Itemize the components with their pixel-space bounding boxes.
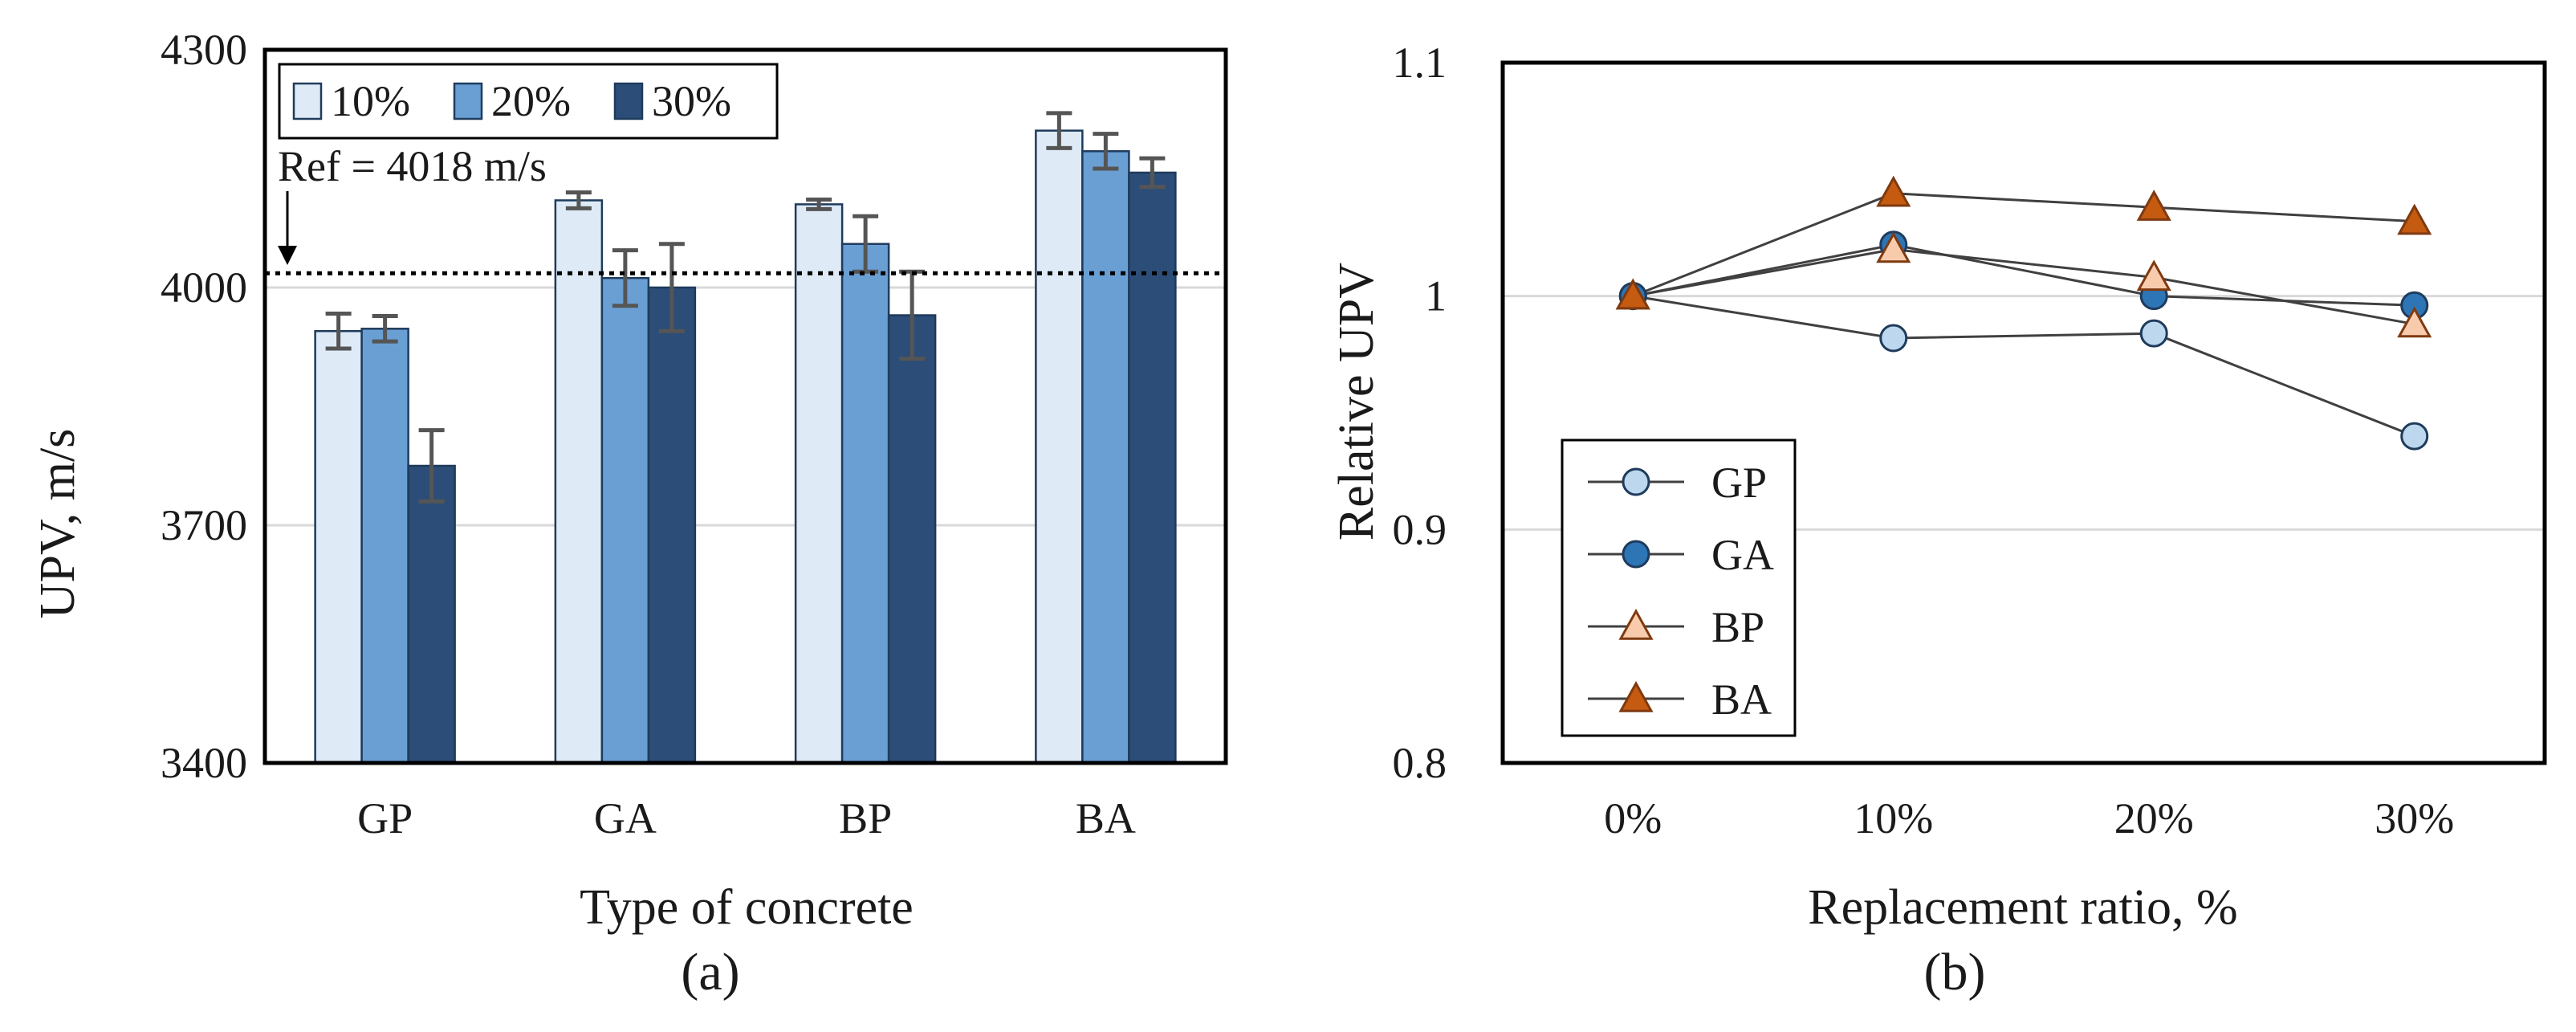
error-bar bbox=[612, 248, 638, 308]
bar-gp-30pct bbox=[407, 464, 456, 765]
error-bar bbox=[1093, 132, 1119, 171]
y-tick-label: 3700 bbox=[161, 501, 247, 549]
point-gp bbox=[2400, 422, 2429, 451]
legend-label: BA bbox=[1711, 675, 1772, 724]
point-ba bbox=[2136, 190, 2171, 221]
legend-label: GP bbox=[1711, 459, 1767, 507]
point-ba bbox=[1615, 278, 1650, 310]
series-line-gp bbox=[1633, 295, 2415, 438]
panel-b-label: (b) bbox=[1924, 943, 1986, 1001]
legend-marker-bp bbox=[1618, 608, 1654, 640]
panel-a-legend: 10% 20% 30% bbox=[278, 63, 779, 140]
error-bar bbox=[372, 314, 398, 344]
legend-swatch bbox=[613, 82, 644, 120]
error-bar bbox=[565, 190, 592, 210]
panel-a-x-ticks: GP GA BP BA bbox=[357, 794, 1136, 842]
panel-b-line-chart: 0.8 0.9 1 1.1 0% 10% 20% 30% Relative UPV Repl… bbox=[1329, 39, 2547, 1001]
panel-a-error-bars bbox=[325, 111, 1166, 504]
bar-bp-30pct bbox=[887, 314, 937, 765]
y-tick-label: 4300 bbox=[161, 26, 247, 74]
point-bp bbox=[1876, 231, 1911, 263]
bar-ga-30pct bbox=[647, 286, 697, 765]
series-line-bp bbox=[1632, 248, 2415, 326]
panel-b-legend-box bbox=[1561, 438, 1797, 737]
panel-a-bars bbox=[314, 129, 1177, 765]
bar-ba-20pct bbox=[1081, 150, 1130, 765]
panel-a-plot-frame bbox=[262, 47, 1228, 765]
error-bar bbox=[1046, 111, 1072, 150]
series-line-ba bbox=[1632, 192, 2415, 298]
point-bp bbox=[2397, 306, 2432, 338]
y-tick-label: 0.9 bbox=[1393, 505, 1447, 553]
y-tick-label: 0.8 bbox=[1393, 739, 1447, 787]
panel-b-y-ticks: 0.8 0.9 1 1.1 bbox=[1393, 39, 1447, 787]
bar-ga-20pct bbox=[600, 276, 650, 765]
y-tick-label: 1.1 bbox=[1393, 39, 1447, 87]
x-tick-label: BP bbox=[839, 794, 892, 842]
panel-b-y-axis-title: Relative UPV bbox=[1329, 263, 1384, 540]
legend-swatch bbox=[453, 82, 483, 120]
legend-label: BP bbox=[1711, 603, 1764, 651]
bar-ba-10pct bbox=[1035, 129, 1084, 765]
bar-bp-20pct bbox=[840, 243, 890, 765]
x-tick-label: GA bbox=[594, 794, 657, 842]
y-tick-label: 1 bbox=[1425, 272, 1447, 320]
panel-b-legend: GP GA BP BA bbox=[1561, 438, 1797, 737]
panel-a-reference: Ref = 4018 m/s bbox=[265, 142, 1226, 275]
legend-label: 10% bbox=[331, 77, 410, 125]
bar-gp-20pct bbox=[360, 328, 409, 765]
panel-a-y-ticks: 3400 3700 4000 4300 bbox=[161, 26, 247, 787]
legend-label: GA bbox=[1711, 531, 1774, 579]
error-bar bbox=[806, 197, 832, 211]
bar-bp-10pct bbox=[794, 203, 844, 765]
x-tick-label: 10% bbox=[1854, 794, 1933, 842]
x-tick-label: BA bbox=[1076, 794, 1136, 842]
panel-a-bar-chart: Ref = 4018 m/s 3400 3700 4000 4300 GP GA BP BA… bbox=[31, 26, 1228, 1001]
panel-a-y-axis-title: UPV, m/s bbox=[31, 429, 85, 619]
reference-arrow-icon bbox=[278, 191, 297, 265]
point-ba bbox=[1876, 175, 1911, 207]
y-tick-label: 3400 bbox=[161, 739, 247, 787]
panel-a-label: (a) bbox=[681, 943, 739, 1001]
point-gp bbox=[1879, 324, 1908, 353]
legend-marker-gp bbox=[1622, 467, 1650, 496]
x-tick-label: GP bbox=[357, 794, 413, 842]
panel-a-legend-box bbox=[278, 63, 779, 140]
panel-b-series-lines bbox=[1632, 192, 2415, 438]
panel-b-x-ticks: 0% 10% 20% 30% bbox=[1604, 794, 2454, 842]
bar-ga-10pct bbox=[554, 199, 604, 765]
error-bar bbox=[1139, 156, 1166, 190]
x-tick-label: 20% bbox=[2114, 794, 2194, 842]
panel-b-x-axis-title: Replacement ratio, % bbox=[1808, 880, 2237, 935]
legend-swatch bbox=[292, 82, 323, 120]
panel-a-x-axis-title: Type of concrete bbox=[580, 880, 914, 935]
point-gp bbox=[2139, 319, 2168, 348]
point-ba bbox=[2397, 203, 2432, 235]
bar-ba-30pct bbox=[1128, 171, 1177, 765]
error-bar bbox=[418, 428, 445, 504]
x-tick-label: 30% bbox=[2375, 794, 2454, 842]
point-bp bbox=[2136, 259, 2171, 292]
legend-label: 30% bbox=[652, 77, 731, 125]
reference-label: Ref = 4018 m/s bbox=[278, 142, 547, 190]
bar-gp-10pct bbox=[314, 330, 363, 765]
legend-marker-ga bbox=[1622, 540, 1650, 569]
error-bar bbox=[658, 242, 685, 333]
legend-marker-ba bbox=[1618, 680, 1654, 712]
error-bar bbox=[325, 312, 352, 351]
panel-b-plot-frame bbox=[1500, 60, 2547, 765]
x-tick-label: 0% bbox=[1604, 794, 1662, 842]
legend-label: 20% bbox=[491, 77, 571, 125]
y-tick-label: 4000 bbox=[161, 263, 247, 312]
panel-b-markers bbox=[1615, 175, 2432, 451]
